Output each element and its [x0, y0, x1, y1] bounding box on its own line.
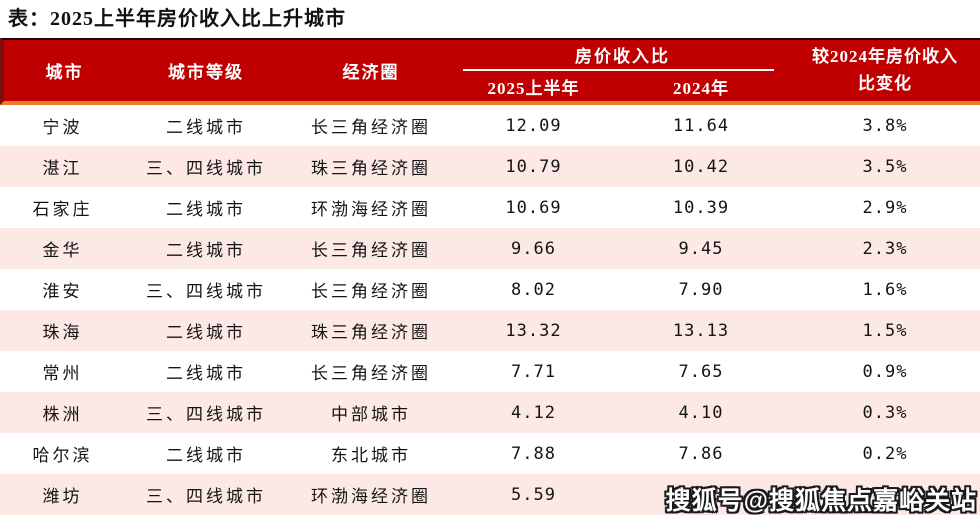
cell-tier: 三、四线城市 — [146, 159, 266, 178]
cell-ratio-2024: 10.42 — [672, 156, 730, 177]
header-city: 城市 — [45, 63, 84, 82]
header-circle: 经济圈 — [342, 63, 400, 82]
cell-city: 金华 — [42, 241, 83, 260]
cell-change: 0.2% — [862, 484, 908, 505]
cell-ratio-2024: 13.13 — [672, 320, 730, 341]
cell-tier: 二线城市 — [166, 118, 246, 137]
header-tier: 城市等级 — [168, 63, 244, 82]
watermark: 搜狐号@搜狐焦点嘉峪关站 — [665, 487, 977, 515]
cell-ratio-2024: 5.58 — [678, 484, 724, 505]
cell-city: 株洲 — [42, 405, 83, 424]
cell-circle: 环渤海经济圈 — [311, 200, 431, 219]
table-title: 表：2025上半年房价收入比上升城市 — [8, 8, 346, 30]
cell-tier: 三、四线城市 — [146, 487, 266, 506]
cell-tier: 三、四线城市 — [146, 405, 266, 424]
cell-circle: 环渤海经济圈 — [311, 487, 431, 506]
ratio-group-underline — [463, 69, 774, 71]
table-row: 淮安 三、四线城市 长三角经济圈 8.02 7.90 1.6% — [0, 269, 980, 310]
cell-city: 淮安 — [42, 282, 83, 301]
cell-ratio-2025: 13.32 — [505, 320, 562, 341]
cell-city: 潍坊 — [42, 487, 83, 506]
cell-city: 湛江 — [42, 159, 83, 178]
cell-ratio-2025: 8.02 — [511, 279, 556, 300]
cell-circle: 中部城市 — [331, 405, 411, 424]
header-ratio-2025: 2025上半年 — [487, 78, 580, 98]
cell-ratio-2024: 7.65 — [678, 361, 724, 382]
cell-ratio-2024: 7.90 — [678, 279, 724, 300]
cell-ratio-2025: 10.79 — [505, 156, 562, 177]
header-ratio-group-label: 房价收入比 — [575, 47, 670, 66]
table-row: 石家庄 二线城市 环渤海经济圈 10.69 10.39 2.9% — [0, 187, 980, 228]
table-row: 常州 二线城市 长三角经济圈 7.71 7.65 0.9% — [0, 351, 980, 392]
cell-city: 宁波 — [42, 118, 83, 137]
cell-circle: 长三角经济圈 — [311, 241, 431, 260]
cell-change: 0.9% — [862, 361, 908, 382]
cell-circle: 长三角经济圈 — [311, 364, 431, 383]
cell-circle: 长三角经济圈 — [311, 118, 431, 137]
table-header: 城市 城市等级 经济圈 房价收入比 2025上半年 2024年 较2024年房价… — [0, 38, 980, 105]
cell-ratio-2024: 4.10 — [678, 402, 724, 423]
house-price-income-table: 城市 城市等级 经济圈 房价收入比 2025上半年 2024年 较2024年房价… — [0, 38, 980, 515]
table-row: 潍坊 三、四线城市 环渤海经济圈 5.59 5.58 0.2% — [0, 474, 980, 515]
cell-ratio-2024: 11.64 — [672, 115, 730, 136]
cell-ratio-2025: 12.09 — [505, 115, 562, 136]
cell-circle: 长三角经济圈 — [311, 282, 431, 301]
table-row: 湛江 三、四线城市 珠三角经济圈 10.79 10.42 3.5% — [0, 146, 980, 187]
cell-ratio-2024: 7.86 — [678, 443, 724, 464]
cell-change: 2.9% — [862, 197, 908, 218]
table-row: 株洲 三、四线城市 中部城市 4.12 4.10 0.3% — [0, 392, 980, 433]
cell-ratio-2024: 10.39 — [672, 197, 730, 218]
cell-city: 哈尔滨 — [32, 446, 93, 465]
cell-change: 1.6% — [862, 279, 908, 300]
cell-change: 0.2% — [862, 443, 908, 464]
cell-tier: 三、四线城市 — [146, 282, 266, 301]
table-row: 哈尔滨 二线城市 东北城市 7.88 7.86 0.2% — [0, 433, 980, 474]
cell-change: 0.3% — [862, 402, 908, 423]
cell-ratio-2024: 9.45 — [678, 238, 724, 259]
cell-ratio-2025: 4.12 — [511, 402, 556, 423]
cell-circle: 珠三角经济圈 — [311, 323, 431, 342]
table-row: 金华 二线城市 长三角经济圈 9.66 9.45 2.3% — [0, 228, 980, 269]
cell-ratio-2025: 7.71 — [511, 361, 556, 382]
cell-circle: 东北城市 — [331, 446, 411, 465]
cell-ratio-2025: 10.69 — [505, 197, 562, 218]
cell-circle: 珠三角经济圈 — [311, 159, 431, 178]
cell-tier: 二线城市 — [166, 364, 246, 383]
cell-change: 1.5% — [862, 320, 908, 341]
header-change: 较2024年房价收入比变化 — [812, 47, 958, 93]
cell-change: 3.5% — [862, 156, 908, 177]
cell-change: 3.8% — [862, 115, 908, 136]
table-row: 珠海 二线城市 珠三角经济圈 13.32 13.13 1.5% — [0, 310, 980, 351]
cell-ratio-2025: 7.88 — [511, 443, 556, 464]
table-row: 宁波 二线城市 长三角经济圈 12.09 11.64 3.8% — [0, 105, 980, 146]
header-ratio-group: 房价收入比 2025上半年 2024年 — [455, 40, 790, 101]
ratio-subheaders: 2025上半年 2024年 — [455, 71, 790, 101]
cell-tier: 二线城市 — [166, 241, 246, 260]
header-ratio-2024: 2024年 — [673, 78, 729, 98]
cell-city: 石家庄 — [32, 200, 93, 219]
table-body: 宁波 二线城市 长三角经济圈 12.09 11.64 3.8% 湛江 三、四线城… — [0, 105, 980, 515]
cell-city: 常州 — [42, 364, 83, 383]
cell-ratio-2025: 9.66 — [511, 238, 556, 259]
cell-tier: 二线城市 — [166, 323, 246, 342]
cell-change: 2.3% — [862, 238, 908, 259]
cell-tier: 二线城市 — [166, 200, 246, 219]
cell-tier: 二线城市 — [166, 446, 246, 465]
cell-city: 珠海 — [42, 323, 83, 342]
cell-ratio-2025: 5.59 — [511, 484, 556, 505]
